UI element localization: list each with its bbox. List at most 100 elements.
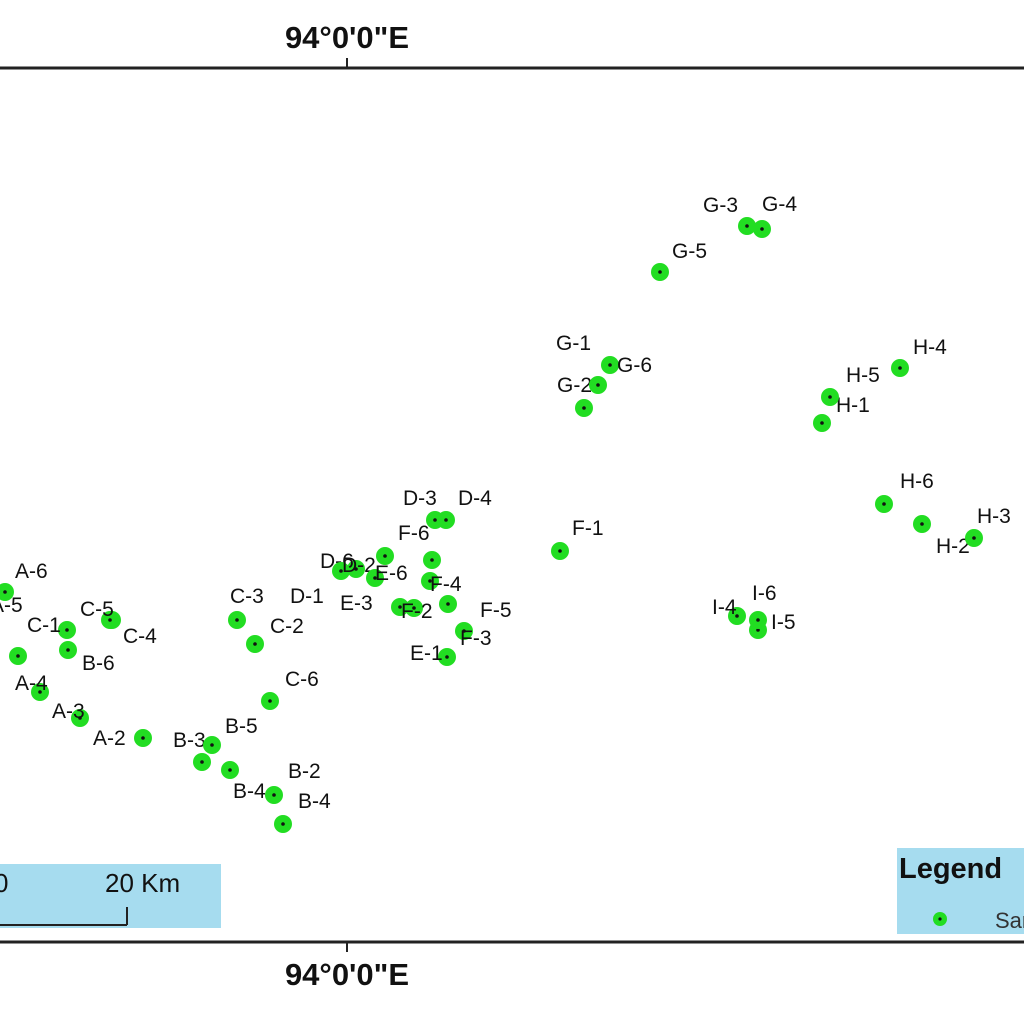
sampling-site: H-4: [891, 336, 947, 377]
sampling-site: C-6: [261, 668, 319, 710]
sampling-site: A-2: [93, 727, 152, 750]
site-label: D-4: [458, 487, 492, 510]
site-label: H-4: [913, 336, 947, 359]
sampling-site: D-2: [332, 554, 376, 580]
site-label: G-3: [703, 194, 738, 217]
sampling-site: E-3: [340, 592, 409, 616]
bottom-longitude-label: 94°0'0"E: [285, 957, 409, 992]
site-label: D-1: [290, 585, 324, 608]
site-label: E-3: [340, 592, 373, 615]
site-marker-center: [428, 579, 432, 583]
site-marker-center: [828, 395, 832, 399]
site-marker-center: [78, 716, 82, 720]
legend-background: [897, 848, 1024, 934]
site-marker-center: [235, 618, 239, 622]
site-marker-center: [16, 654, 20, 658]
site-label: I-6: [752, 582, 777, 605]
site-label: I-5: [771, 611, 796, 634]
site-label: H-6: [900, 470, 934, 493]
sampling-site: H-5: [821, 364, 880, 406]
site-marker: [0, 583, 14, 601]
top-longitude-label: 94°0'0"E: [285, 20, 409, 55]
site-label: A-4: [15, 672, 48, 695]
site-label: A-6: [15, 560, 48, 583]
site-marker-center: [446, 602, 450, 606]
site-marker-center: [373, 576, 377, 580]
site-marker-center: [108, 618, 112, 622]
site-marker-center: [272, 793, 276, 797]
site-marker-center: [745, 224, 749, 228]
sampling-site: F-3: [455, 622, 492, 650]
sampling-site: C-5: [80, 598, 119, 629]
site-marker-center: [66, 648, 70, 652]
site-label: G-4: [762, 193, 797, 216]
sampling-site: B-3: [173, 729, 211, 771]
site-marker-center: [210, 743, 214, 747]
sampling-site: H-3: [965, 505, 1011, 547]
sampling-site: H-1: [813, 394, 870, 432]
site-marker-center: [444, 518, 448, 522]
site-marker-center: [3, 590, 7, 594]
sampling-site: B-4: [221, 761, 266, 803]
site-label: C-5: [80, 598, 114, 621]
sampling-site: E-1: [410, 642, 456, 666]
sampling-site: I-6: [749, 582, 777, 629]
site-label: F-3: [460, 627, 492, 650]
site-label: H-5: [846, 364, 880, 387]
site-label: A-5: [0, 594, 23, 617]
site-marker-center: [608, 363, 612, 367]
site-marker-center: [200, 760, 204, 764]
site-marker-center: [582, 406, 586, 410]
sampling-site: C-3: [228, 585, 264, 629]
site-label: D-3: [403, 487, 437, 510]
sites-layer: A-2 A-3A-4 A-5 A-6 B-2 B-3 B-4 B-4 B-5 B-6 C-1 C-2 C…: [0, 193, 1011, 833]
site-marker-center: [820, 421, 824, 425]
site-label: D-2: [342, 554, 376, 577]
site-label: E-6: [375, 562, 408, 585]
sampling-site: F-5: [439, 595, 512, 622]
sampling-site: A-3: [52, 700, 89, 727]
sampling-site: D-1: [290, 560, 365, 608]
site-marker-center: [433, 518, 437, 522]
sampling-site: F-1: [551, 517, 604, 560]
site-marker-center: [65, 628, 69, 632]
site-label: A-3: [52, 700, 85, 723]
site-marker-center: [882, 502, 886, 506]
site-label: F-5: [480, 599, 512, 622]
site-marker-center: [445, 655, 449, 659]
site-label: B-3: [173, 729, 206, 752]
sampling-site: B-6: [59, 641, 115, 675]
sampling-site: B-4: [274, 790, 331, 833]
legend-site-symbol-center: [938, 917, 942, 921]
sampling-site: E-6: [366, 562, 408, 587]
sampling-site: F-4: [421, 572, 462, 596]
site-marker-center: [972, 536, 976, 540]
site-label: G-5: [672, 240, 707, 263]
site-marker-center: [268, 699, 272, 703]
legend: Legend Sampling sites: [897, 848, 1024, 934]
site-marker-center: [920, 522, 924, 526]
site-label: C-3: [230, 585, 264, 608]
site-marker-center: [281, 822, 285, 826]
site-marker-center: [141, 736, 145, 740]
scale-end-label: 20 Km: [105, 868, 180, 898]
site-label: G-6: [617, 354, 652, 377]
site-label: F-4: [430, 573, 462, 596]
site-marker-center: [898, 366, 902, 370]
site-marker-center: [462, 629, 466, 633]
legend-title: Legend: [899, 853, 1002, 885]
sampling-site: F-6: [398, 522, 441, 569]
sampling-site: B-5: [203, 715, 258, 754]
site-marker-center: [339, 569, 343, 573]
site-label: C-4: [123, 625, 157, 648]
site-marker-center: [354, 567, 358, 571]
sampling-site: I-4: [712, 596, 746, 625]
legend-item-label: Sampling sites: [995, 908, 1024, 933]
site-label: F-2: [401, 600, 433, 623]
site-label: G-1: [556, 332, 591, 355]
site-label: B-5: [225, 715, 258, 738]
sampling-site: G-1: [556, 332, 619, 374]
sampling-site: G-5: [651, 240, 707, 281]
site-marker-center: [760, 227, 764, 231]
